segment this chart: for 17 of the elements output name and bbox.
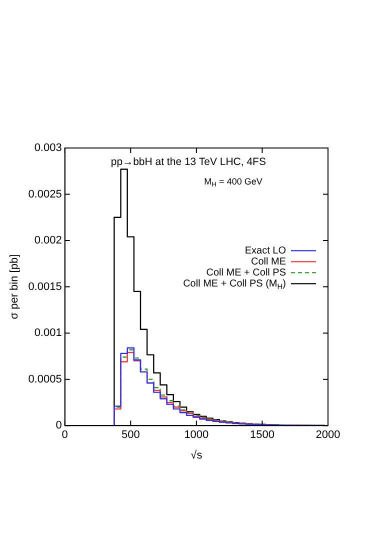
y-tick-label: 0.002: [34, 234, 62, 247]
legend-label: Coll ME + Coll PS: [206, 267, 286, 278]
x-tick-label: 2000: [316, 429, 340, 442]
x-tick-label: 500: [121, 429, 140, 442]
y-tick-label: 0.0005: [28, 373, 62, 386]
x-axis-title: √s: [190, 449, 203, 462]
text: pp→bbH at the 13 TeV LHC, 4FS: [110, 156, 266, 168]
y-tick-label: 0.001: [34, 327, 62, 340]
y-tick-label: 0: [56, 420, 62, 432]
y-axis-title: σ per bin [pb]: [8, 254, 21, 320]
legend-label: Coll ME: [250, 256, 286, 268]
y-tick-label: 0.0015: [28, 280, 62, 293]
y-tick-label: 0.003: [34, 142, 62, 154]
x-tick-label: 1000: [184, 429, 209, 442]
y-tick-label: 0.0025: [28, 188, 62, 200]
x-tick-label: 1500: [250, 429, 274, 442]
legend-label: Exact LO: [244, 245, 286, 256]
